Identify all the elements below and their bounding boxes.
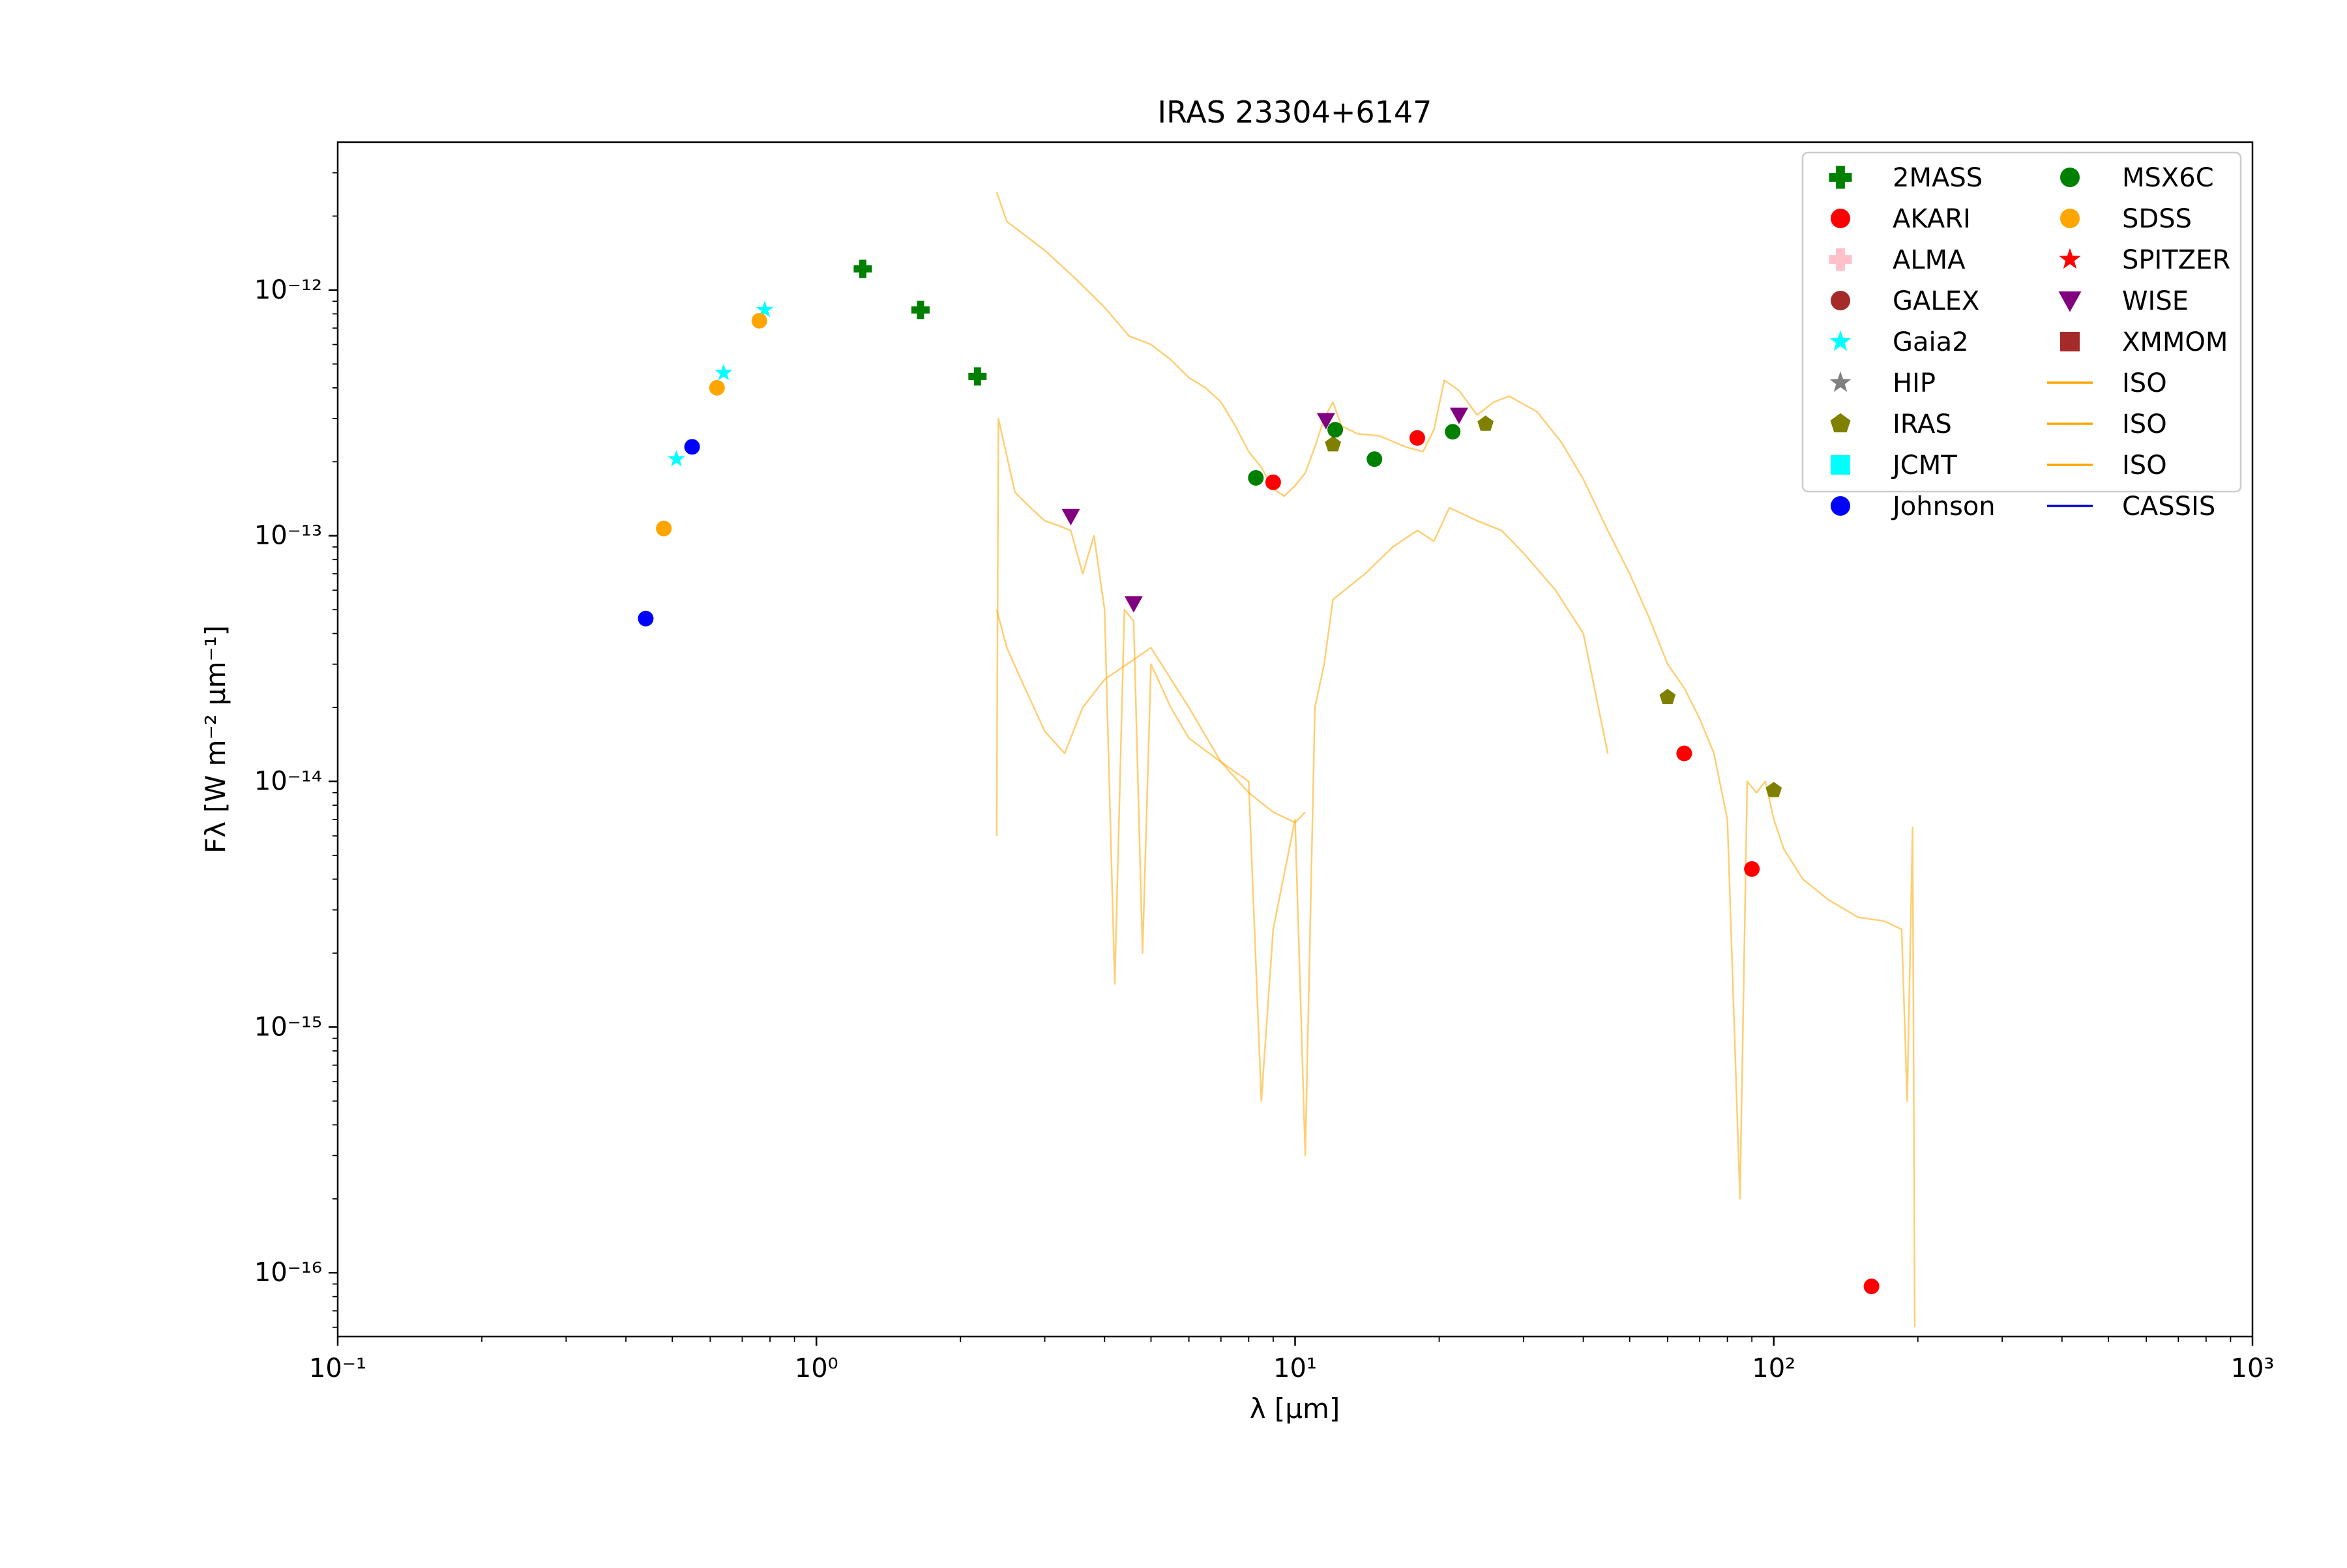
msx6c-point [1327, 422, 1344, 438]
legend-label: Johnson [1891, 492, 1996, 522]
x-tick-label: 10¹ [1273, 1354, 1317, 1383]
y-tick-label: 10⁻¹⁶ [254, 1258, 322, 1288]
msx6c-point [1366, 451, 1383, 467]
legend-label: HIP [1893, 368, 1936, 398]
akari-point [1409, 430, 1425, 446]
jcmt-legend-marker [1831, 455, 1850, 475]
spitzer-legend-marker [2059, 248, 2081, 269]
sdss-point [709, 379, 725, 396]
akari-point [1744, 861, 1760, 877]
2mass-point [853, 259, 872, 278]
x-tick-label: 10⁻¹ [309, 1354, 366, 1383]
2mass-point [911, 301, 930, 319]
y-tick-label: 10⁻¹⁴ [254, 767, 322, 797]
sdss-point [751, 312, 767, 329]
2mass-point [968, 367, 987, 386]
legend-label: XMMOM [2122, 327, 2228, 357]
msx6c-point [1445, 424, 1461, 440]
legend-label: ISO [2122, 368, 2167, 398]
legend-label: CASSIS [2122, 492, 2215, 522]
x-tick-label: 10² [1752, 1354, 1795, 1383]
akari-point [1265, 474, 1281, 490]
hip-legend-marker [1829, 371, 1852, 392]
iso-spectrum-line [996, 192, 1916, 1327]
iras-point [1477, 415, 1494, 431]
x-tick-label: 10⁰ [795, 1354, 838, 1383]
gaia2-point [668, 450, 685, 467]
alma-legend-marker [1829, 248, 1852, 271]
y-axis-label: Fλ [W m⁻² μm⁻¹] [199, 625, 231, 853]
legend-label: IRAS [1893, 409, 1952, 439]
legend-label: ISO [2122, 451, 2167, 481]
gaia2-legend-marker [1829, 330, 1852, 351]
johnson-point [684, 439, 700, 455]
legend-label: ALMA [1893, 245, 1966, 275]
points-layer [638, 259, 1880, 1295]
legend-label: Gaia2 [1893, 327, 1969, 357]
iso-spectrum-line [996, 609, 1306, 823]
legend-label: SDSS [2122, 204, 2192, 234]
wise-point [1449, 407, 1468, 424]
wise-point [1061, 509, 1080, 525]
legend-label: AKARI [1893, 204, 1971, 234]
xmmom-legend-marker [2060, 332, 2080, 351]
x-axis-label: λ [μm] [1250, 1393, 1340, 1425]
johnson-point [638, 610, 654, 627]
legend-label: JCMT [1891, 451, 1957, 481]
spectra-layer [996, 192, 1916, 1327]
legend: 2MASS AKARI ALMA GALEX Gaia2 HIP IRAS JCMT Johns… [1801, 151, 2242, 522]
msx6c-point [1248, 469, 1264, 486]
legend-label: ISO [2122, 409, 2167, 439]
akari-legend-marker [1831, 209, 1850, 228]
gaia2-point [756, 301, 774, 318]
galex-legend-marker [1831, 291, 1850, 310]
sdss-legend-marker [2060, 209, 2080, 228]
iras-point [1765, 782, 1782, 797]
legend-box [1801, 151, 2242, 493]
y-tick-label: 10⁻¹³ [254, 521, 322, 551]
legend-label: 2MASS [1893, 163, 1983, 193]
iras-legend-marker [1830, 413, 1851, 433]
2mass-legend-marker [1829, 166, 1852, 189]
ticks-layer: 10⁻¹ 10⁰ 10¹ 10² 10³ 10⁻¹⁶ 10⁻¹⁵ 10⁻¹⁴ 10⁻¹³ 10⁻¹… [254, 172, 2275, 1383]
wise-point [1316, 413, 1335, 430]
johnson-legend-marker [1831, 496, 1850, 516]
wise-point [1124, 596, 1143, 613]
akari-point [1863, 1279, 1880, 1295]
y-tick-label: 10⁻¹² [254, 275, 322, 305]
x-tick-label: 10³ [2231, 1354, 2275, 1383]
gaia2-point [715, 364, 733, 381]
legend-label: GALEX [1893, 286, 1979, 316]
msx6c-legend-marker [2060, 168, 2080, 187]
legend-label: WISE [2122, 286, 2189, 316]
iso-spectrum-line [996, 417, 1609, 1157]
akari-point [1676, 745, 1692, 762]
iras-point [1659, 688, 1676, 704]
legend-label: SPITZER [2122, 245, 2230, 275]
iras-point [1325, 436, 1341, 452]
sdss-point [656, 520, 672, 537]
legend-label: MSX6C [2122, 163, 2214, 193]
y-tick-label: 10⁻¹⁵ [254, 1012, 322, 1042]
chart-title: IRAS 23304+6147 [1158, 95, 1432, 130]
wise-legend-marker [2058, 291, 2082, 312]
